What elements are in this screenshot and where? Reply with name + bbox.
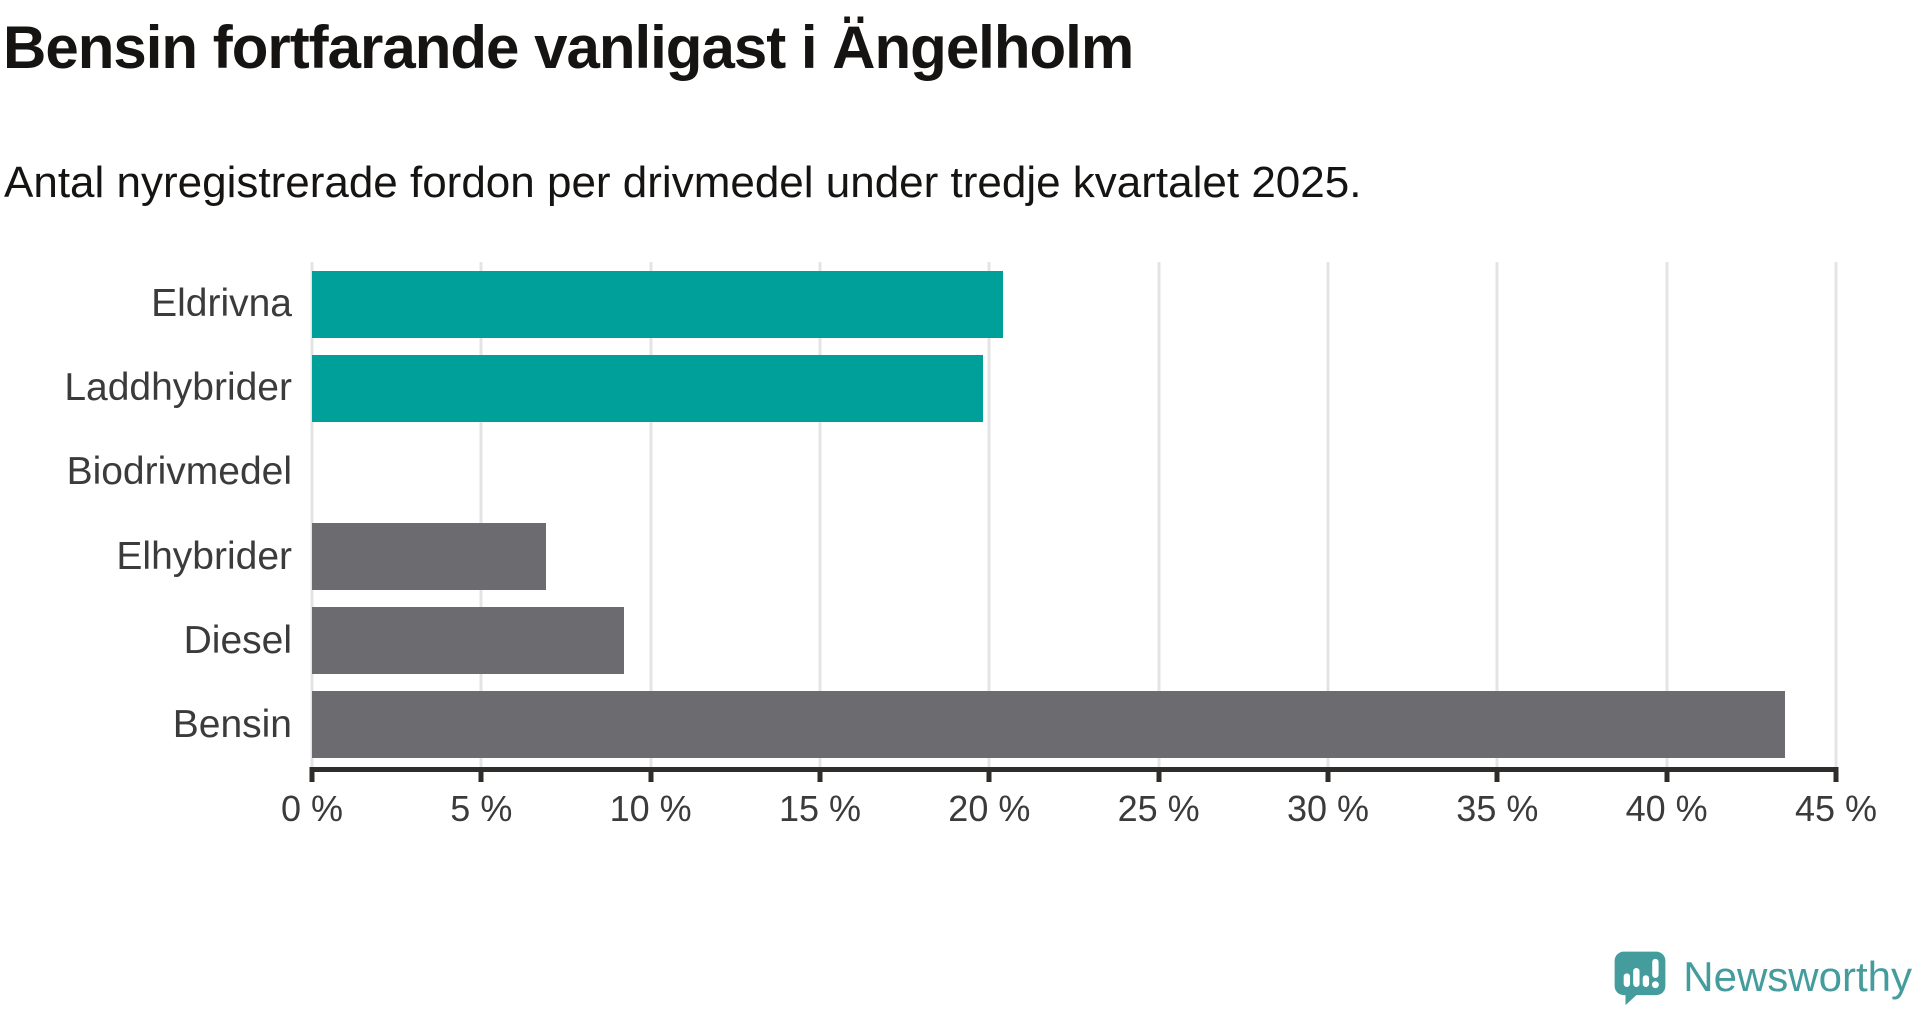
gridline	[1157, 262, 1161, 767]
bar-row	[312, 262, 1836, 346]
category-label: Biodrivmedel	[66, 450, 292, 494]
bar-row	[312, 515, 1836, 599]
category-label: Eldrivna	[151, 282, 292, 326]
category-label: Bensin	[172, 702, 292, 746]
chart-subtitle: Antal nyregistrerade fordon per drivmede…	[4, 158, 1362, 207]
x-tick	[1325, 767, 1331, 782]
x-tick	[1833, 767, 1839, 782]
x-tick	[986, 767, 992, 782]
bar-row	[312, 430, 1836, 514]
x-tick-label: 20 %	[948, 788, 1031, 829]
bar-eldrivna	[312, 270, 1003, 338]
x-tick-label: 15 %	[778, 788, 862, 829]
gridline	[818, 262, 822, 767]
bar-diesel	[312, 607, 624, 675]
bar-elhybrider	[312, 523, 546, 590]
x-tick-label: 0 %	[280, 788, 344, 829]
category-axis: Eldrivna Laddhybrider Biodrivmedel Elhybrid…	[0, 262, 292, 767]
x-tick-label: 5 %	[450, 788, 513, 829]
x-axis-line	[310, 767, 1838, 772]
gridline	[1495, 262, 1499, 767]
category-label: Laddhybrider	[64, 366, 292, 410]
x-tick	[478, 767, 484, 782]
chart-title: Bensin fortfarande vanligast i Ängelholm	[3, 14, 1134, 81]
x-tick	[648, 767, 654, 782]
category-label: Diesel	[183, 618, 292, 662]
x-tick-label: 30 %	[1286, 788, 1370, 829]
x-tick	[1664, 767, 1670, 782]
newsworthy-logo-text: Newsworthy	[1683, 953, 1912, 1000]
bar-laddhybrider	[312, 354, 983, 422]
x-tick-label: 25 %	[1117, 788, 1200, 829]
x-tick	[817, 767, 823, 782]
x-axis-labels: 0 % 5 % 10 % 15 % 20 % 25 % 30 % 35 % 40 % 45 %	[281, 788, 1877, 838]
x-tick-label: 10 %	[609, 788, 692, 829]
x-tick	[1156, 767, 1162, 782]
x-tick-label: 40 %	[1625, 788, 1708, 829]
x-tick	[309, 767, 315, 782]
bar-row	[312, 599, 1836, 683]
gridline	[1665, 262, 1669, 767]
gridline	[1326, 262, 1330, 767]
x-tick-label: 45 %	[1794, 788, 1878, 829]
gridline	[649, 262, 653, 767]
x-tick	[1494, 767, 1500, 782]
bar-row	[312, 683, 1836, 767]
newsworthy-branding: Newsworthy	[1611, 948, 1912, 1006]
bar-bensin	[312, 691, 1786, 759]
gridline	[310, 262, 314, 767]
gridline	[987, 262, 991, 767]
plot-area	[310, 262, 1838, 767]
bar-row	[312, 346, 1836, 430]
gridline	[1834, 262, 1838, 767]
gridline	[479, 262, 483, 767]
x-tick-label: 35 %	[1456, 788, 1539, 829]
newsworthy-bubble-chart-icon	[1614, 951, 1666, 1006]
category-label: Elhybrider	[116, 534, 292, 578]
